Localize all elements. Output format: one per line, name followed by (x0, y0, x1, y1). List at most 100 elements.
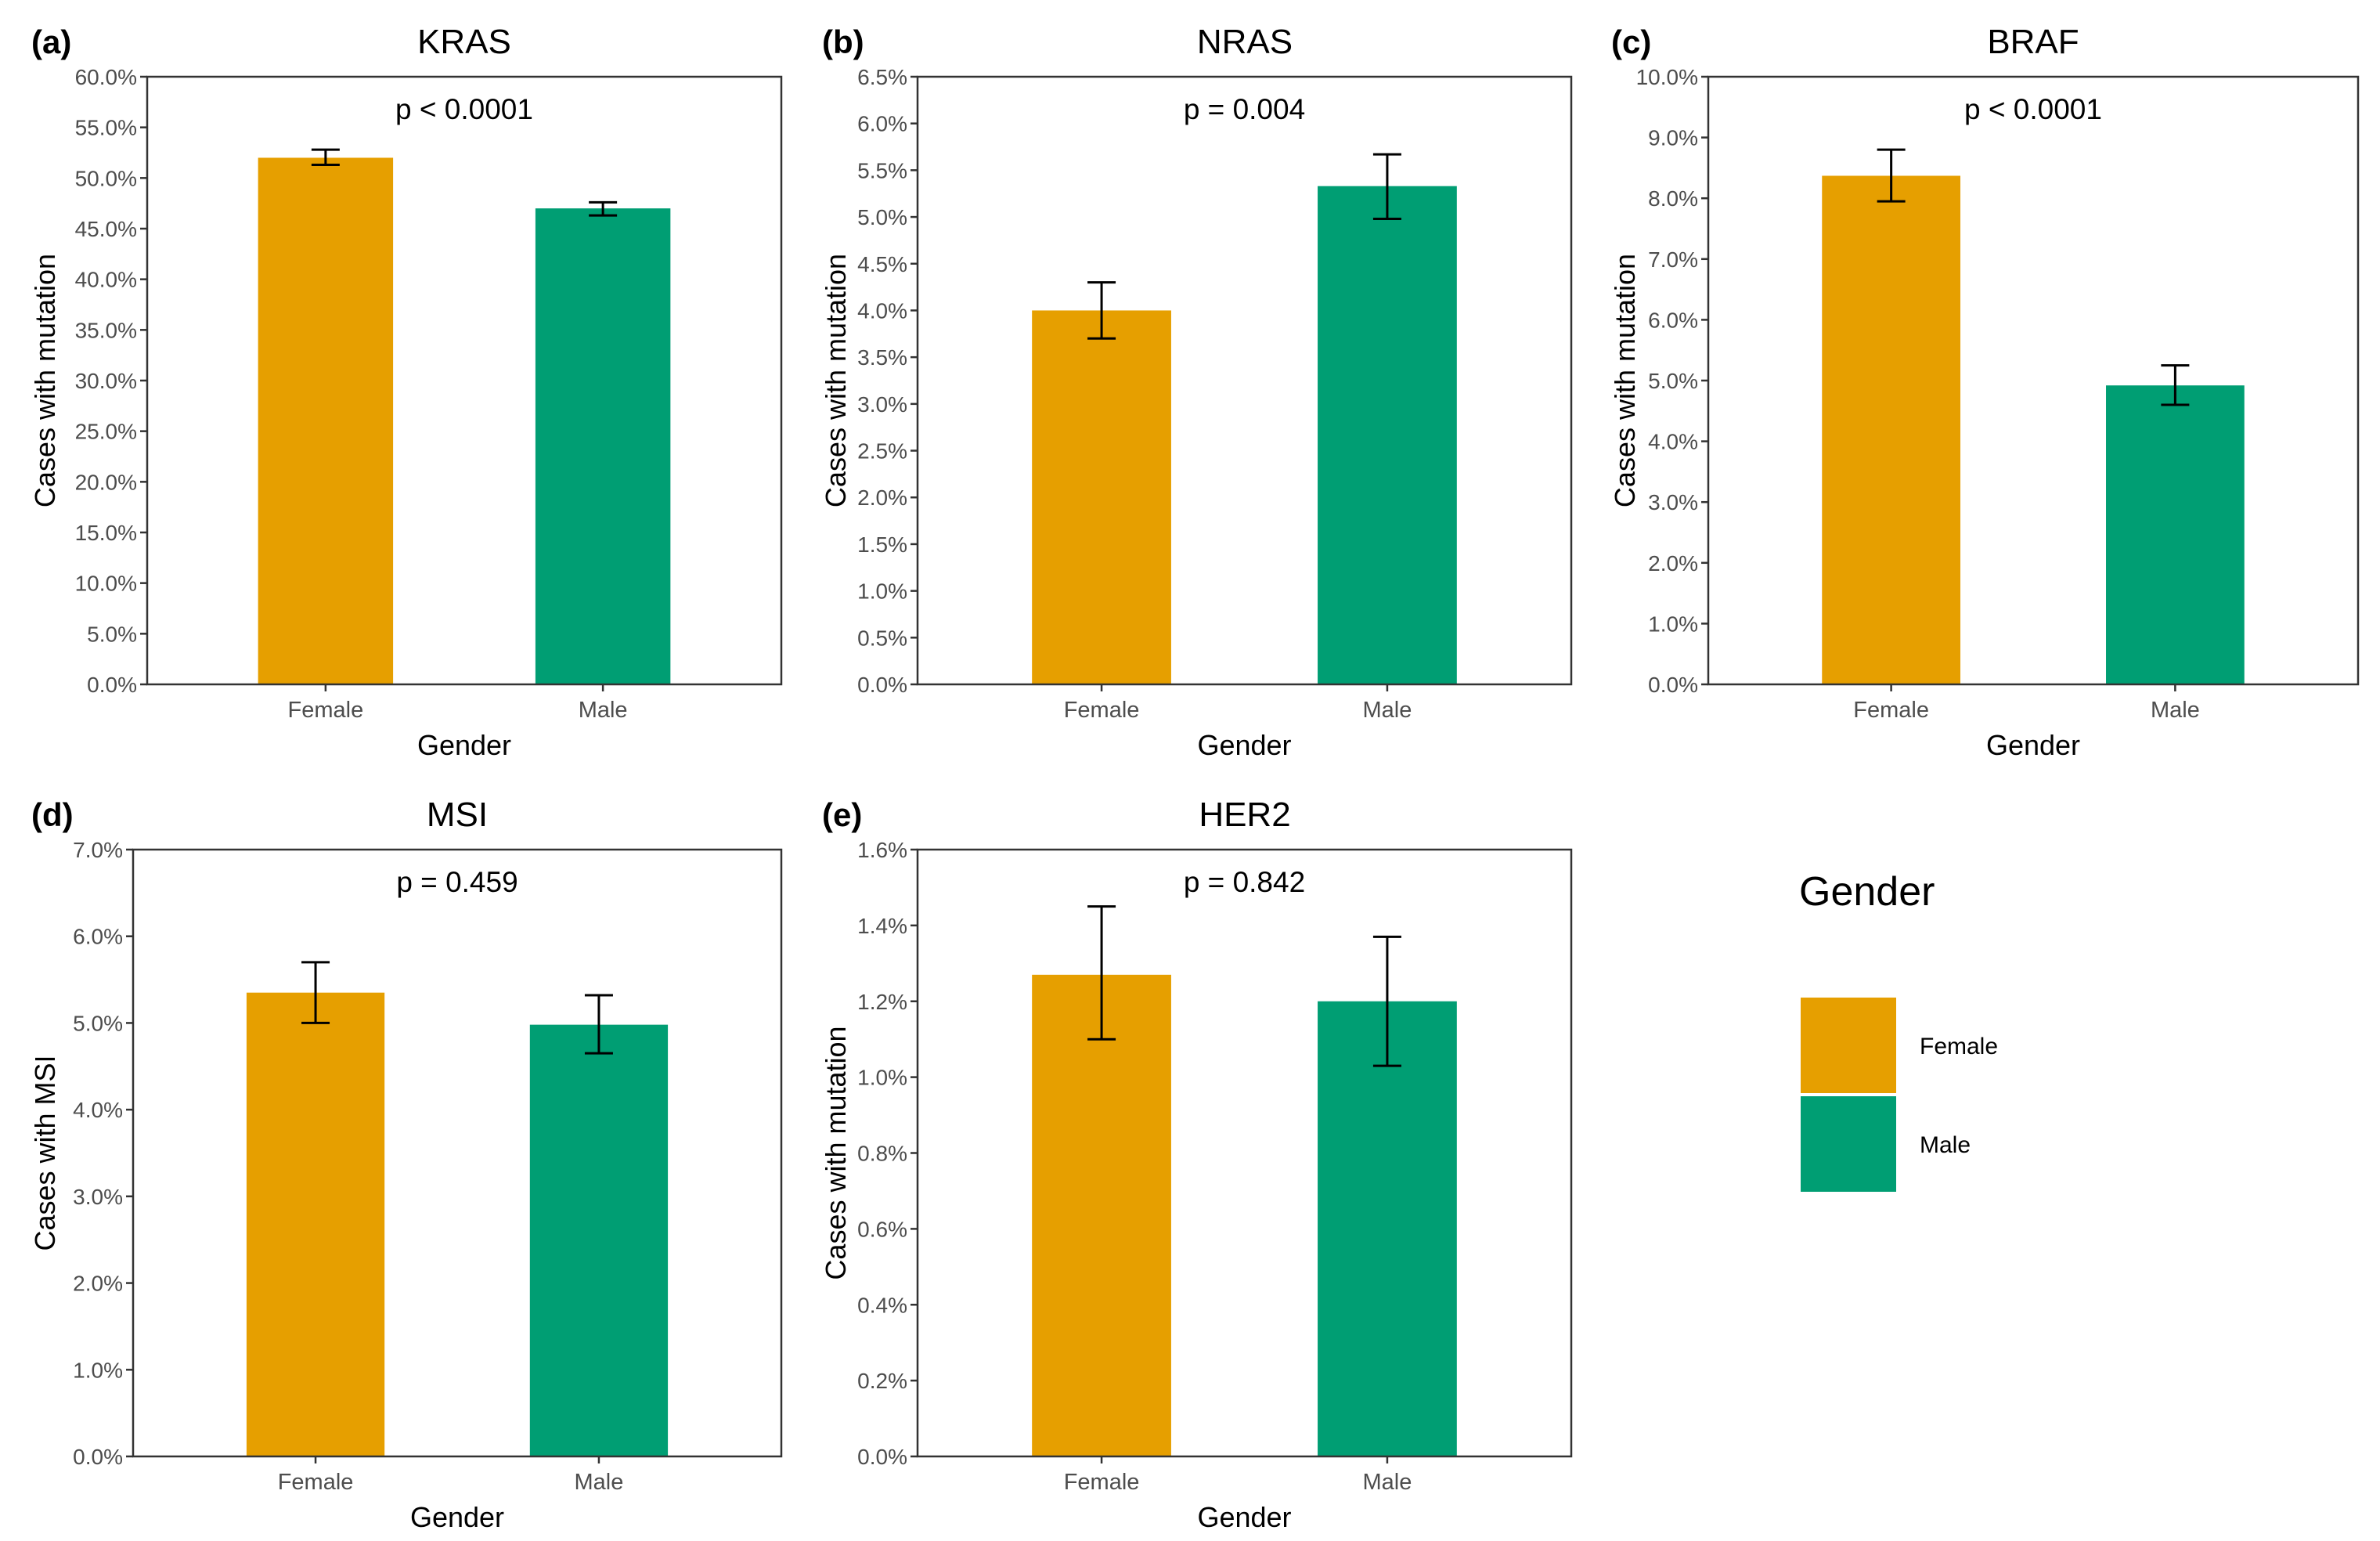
panel-title: NRAS (1197, 23, 1293, 61)
y-tick-label: 1.4% (857, 914, 907, 938)
x-tick-label: Female (1853, 698, 1929, 723)
x-tick-label: Male (1363, 1470, 1412, 1495)
y-axis-title: Cases with MSI (29, 1055, 61, 1250)
y-tick-label: 5.0% (87, 622, 137, 646)
y-tick-label: 0.0% (857, 673, 907, 697)
x-tick-label: Male (575, 1470, 624, 1495)
errorbar-male (1372, 935, 1401, 1067)
y-axis-title: Cases with mutation (29, 254, 61, 507)
y-tick-label: 3.0% (857, 392, 907, 417)
bar-male (1318, 186, 1457, 684)
y-tick-label: 6.0% (73, 925, 123, 949)
y-tick-label: 5.0% (857, 205, 907, 229)
errorbar-female (1087, 281, 1116, 340)
plot-frame (132, 848, 783, 1458)
panel-letter: (a) (31, 23, 71, 60)
x-axis-title: Gender (1986, 729, 2080, 761)
y-tick-label: 0.8% (857, 1142, 907, 1166)
y-axis-title: Cases with mutation (820, 254, 852, 507)
bar-male (1318, 1001, 1457, 1456)
y-tick-label: 6.0% (857, 112, 907, 136)
y-tick-label: 4.0% (73, 1098, 123, 1122)
bar-female (1822, 175, 1960, 684)
y-tick-label: 1.0% (857, 1066, 907, 1090)
plot-frame (916, 75, 1573, 686)
legend-key-male (1801, 1096, 1896, 1192)
y-tick-label: 50.0% (75, 166, 137, 190)
panel-letter: (d) (31, 796, 74, 833)
y-tick-label: 7.0% (73, 838, 123, 862)
x-tick-label: Male (579, 698, 628, 723)
y-tick-label: 0.0% (73, 1445, 123, 1469)
errorbar-male (589, 200, 618, 217)
y-tick-label: 0.5% (857, 626, 907, 650)
x-tick-label: Female (1064, 1470, 1140, 1495)
panel-kras: (a) KRAS 0.0% 5.0% 10.0% 15.0% 20.0% 25.0% 30.0%… (29, 23, 783, 761)
panel-letter: (e) (822, 796, 862, 833)
y-tick-label: 7.0% (1648, 247, 1698, 272)
legend-key-female (1801, 998, 1896, 1093)
x-tick-label: Female (278, 1470, 354, 1495)
y-tick-label: 1.0% (1648, 612, 1698, 636)
p-value: p < 0.0001 (395, 93, 533, 125)
y-tick-label: 4.5% (857, 252, 907, 276)
y-tick-label: 0.0% (857, 1445, 907, 1469)
y-tick-label: 0.4% (857, 1293, 907, 1317)
y-tick-label: 3.0% (1648, 490, 1698, 514)
panel-msi: (d) MSI 0.0% 1.0% 2.0% 3.0% 4.0% 5.0% 6.0% 7.0% Fe… (29, 796, 783, 1533)
y-tick-label: 10.0% (75, 572, 137, 596)
legend-label-female: Female (1920, 1034, 1998, 1059)
y-tick-label: 15.0% (75, 521, 137, 545)
x-axis-title: Gender (417, 729, 511, 761)
bar-female (258, 157, 394, 684)
y-tick-label: 20.0% (75, 470, 137, 494)
y-tick-label: 0.0% (1648, 673, 1698, 697)
y-tick-label: 2.0% (857, 485, 907, 510)
panel-her2: (e) HER2 0.0% 0.2% 0.4% 0.6% 0.8% 1.0% 1.2% 1.4% 1… (820, 796, 1573, 1533)
y-tick-label: 30.0% (75, 369, 137, 393)
y-axis-title: Cases with mutation (820, 1026, 852, 1279)
errorbar-female (1877, 148, 1906, 203)
y-axis-title: Cases with mutation (1609, 254, 1641, 507)
y-tick-label: 8.0% (1648, 186, 1698, 211)
panel-title: MSI (427, 796, 488, 834)
y-tick-label: 3.0% (73, 1185, 123, 1209)
y-tick-label: 5.0% (73, 1011, 123, 1035)
panel-nras: (b) NRAS 0.0% 0.5% 1.0% 1.5% 2.0% 2.5% 3.0% 3.5% 4… (820, 23, 1573, 761)
y-tick-label: 55.0% (75, 116, 137, 140)
bar-female (246, 992, 385, 1456)
errorbar-female (301, 961, 330, 1024)
bar-male (535, 208, 671, 685)
y-tick-label: 40.0% (75, 268, 137, 292)
y-tick-label: 1.0% (73, 1358, 123, 1382)
bar-male (529, 1024, 669, 1456)
panel-braf: (c) BRAF 0.0% 1.0% 2.0% 3.0% 4.0% 5.0% 6.0% 7.0% 8… (1609, 23, 2360, 761)
y-tick-label: 45.0% (75, 217, 137, 241)
y-tick-label: 0.2% (857, 1369, 907, 1393)
x-axis-title: Gender (1197, 1501, 1291, 1533)
y-tick-label: 5.0% (1648, 369, 1698, 393)
y-tick-label: 6.0% (1648, 308, 1698, 332)
y-tick-label: 1.6% (857, 838, 907, 862)
y-tick-label: 4.0% (857, 298, 907, 323)
panel-letter: (b) (822, 23, 864, 60)
p-value: p = 0.004 (1184, 93, 1305, 125)
x-tick-label: Female (1064, 698, 1140, 723)
x-axis-title: Gender (410, 1501, 504, 1533)
y-tick-label: 3.5% (857, 345, 907, 370)
legend: Gender Female Male (1799, 869, 1998, 1192)
p-value: p = 0.842 (1184, 866, 1305, 898)
errorbar-female (1087, 905, 1116, 1041)
panel-letter: (c) (1611, 23, 1651, 60)
y-tick-label: 60.0% (75, 65, 137, 89)
y-tick-label: 2.5% (857, 439, 907, 464)
x-tick-label: Male (1363, 698, 1412, 723)
y-tick-label: 1.2% (857, 990, 907, 1014)
legend-label-male: Male (1920, 1132, 1971, 1158)
bar-female (1032, 310, 1171, 684)
y-tick-label: 5.5% (857, 158, 907, 182)
y-tick-label: 9.0% (1648, 126, 1698, 150)
bar-male (2106, 385, 2245, 684)
errorbar-male (584, 994, 613, 1055)
